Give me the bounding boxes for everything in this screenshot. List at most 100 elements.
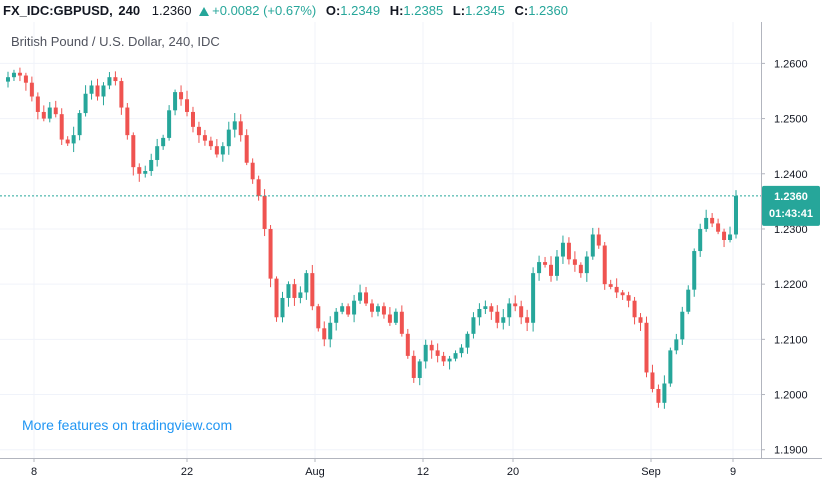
candle-body [632,300,637,318]
candle-body [680,311,685,340]
candle-body [53,107,58,115]
candle-body [41,111,46,119]
high-value: 1.2385 [403,3,444,18]
candle-body [226,129,231,147]
price-chart[interactable]: 1.1900 1.2000 1.2100 1.2200 1.2300 1.2400 1.25… [0,22,822,490]
candle-body [190,111,195,127]
candle-body [614,286,619,293]
candle-body [507,303,512,318]
low-label: L: [452,3,466,18]
candle-body [77,113,82,136]
candle-body [352,300,357,315]
chart-watermark: British Pound / U.S. Dollar, 240, IDC [11,34,220,49]
open-value: 1.2349 [340,3,381,18]
candle-body [477,308,482,318]
candle-body [393,311,398,323]
candle-body [250,162,255,180]
candle-body [196,126,201,136]
candle-body [501,317,506,323]
candle-body [572,259,577,265]
candle-body [185,99,190,112]
candle-body [6,77,10,82]
candle-body [656,389,661,403]
candle-body [173,92,178,111]
candle-body [155,146,160,160]
candle-body [149,159,154,172]
candle-body [322,328,327,340]
candle-body [650,372,655,390]
tradingview-promo-link[interactable]: More features on tradingview.com [22,417,233,433]
candle-body [513,303,518,307]
x-tick-label: Aug [305,466,325,478]
candle-body [358,292,363,301]
symbol-header: FX_IDC:GBPUSD, 240 1.2360 +0.0082 (+0.67… [0,0,822,22]
candle-body [47,107,52,119]
candle-body [71,135,76,144]
candle-body [179,92,184,100]
candle-body [304,273,309,293]
candle-body [483,306,488,309]
bar-countdown: 01:43:41 [769,208,813,220]
candle-body [495,311,500,323]
price-change: +0.0082 (+0.67%) [212,3,317,18]
high-label: H: [389,3,404,18]
candle-body [411,355,416,378]
candle-body [220,146,225,155]
candle-body [686,289,691,312]
candle-body [375,306,380,312]
candle-body [364,292,369,304]
y-tick-label: 1.2500 [774,114,808,126]
candle-body [531,273,536,323]
low-value: 1.2345 [465,3,505,18]
candle-body [65,139,70,144]
candle-body [626,295,631,301]
candle-body [232,121,237,130]
price-axis-label: 1.2360 [774,191,808,203]
candle-body [554,256,559,276]
candle-body [698,228,703,252]
x-tick-label: 8 [31,466,37,478]
candle-body [710,217,715,224]
y-tick-label: 1.2600 [774,58,808,70]
candle-body [83,93,88,114]
candle-body [465,333,470,348]
candle-body [590,234,595,257]
candle-body [35,96,40,112]
price-label-box [762,185,820,226]
y-tick-label: 1.2100 [774,334,808,346]
candle-body [316,306,321,329]
candle-body [244,135,249,163]
candle-body [268,228,273,279]
candle-body [722,231,727,240]
candle-body [292,284,297,298]
candle-body [101,85,106,97]
candle-body [549,264,554,276]
candle-body [214,146,219,155]
x-tick-label: 12 [417,466,429,478]
candle-body [638,317,643,323]
candle-body [89,85,94,94]
close-label: C: [514,3,529,18]
last-price: 1.2360 [151,3,192,18]
candle-body [668,350,673,384]
candle-body [23,75,28,83]
candle-body [728,234,733,240]
candle-body [608,284,613,287]
x-tick-label: Sep [641,466,661,478]
candle-body [560,242,565,257]
candle-body [328,322,333,340]
candle-body [405,333,410,356]
candle-body [662,383,667,403]
candle-body [644,322,649,373]
candle-body [519,306,524,318]
candle-body [167,110,172,138]
symbol-name[interactable]: FX_IDC:GBPUSD, [3,3,113,18]
candle-body [429,344,434,351]
candle-body [202,135,207,141]
timeframe[interactable]: 240 [118,3,141,18]
candle-body [381,306,386,315]
candle-body [113,77,118,82]
candle-body [537,262,542,274]
candle-body [578,264,583,274]
candle-body [29,82,34,97]
